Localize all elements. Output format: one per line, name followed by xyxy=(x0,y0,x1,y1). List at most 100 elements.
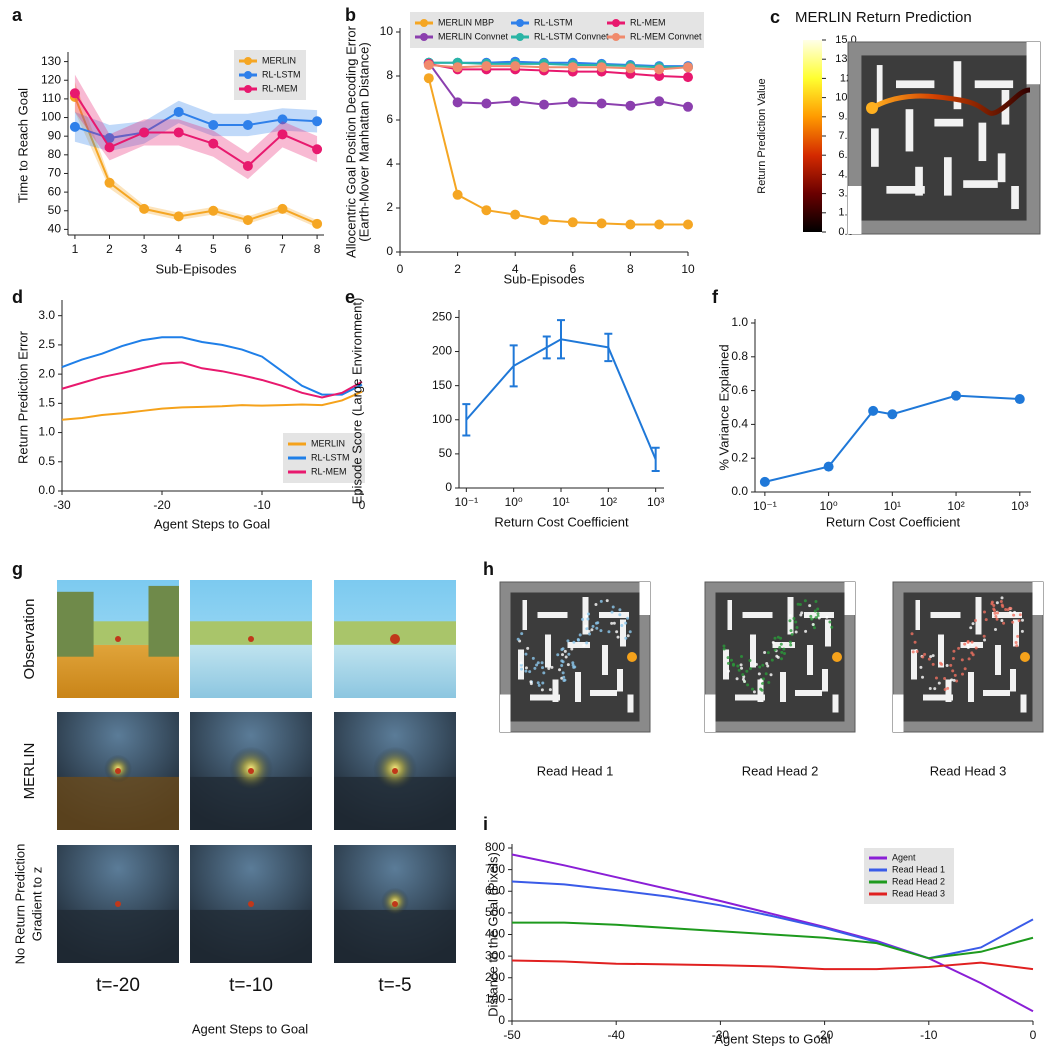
memory-dot xyxy=(923,653,926,656)
memory-dot xyxy=(629,630,632,633)
y-tick-label: 130 xyxy=(41,54,61,68)
x-tick-label: -30 xyxy=(53,498,71,512)
memory-dot xyxy=(971,641,974,644)
maze-wall xyxy=(871,128,879,166)
memory-dot xyxy=(935,677,938,680)
obs-goal xyxy=(248,636,254,642)
chart-title: MERLIN Return Prediction xyxy=(795,9,972,26)
memory-dot xyxy=(556,653,559,656)
point xyxy=(312,116,322,126)
y-tick-label: 2.5 xyxy=(38,337,55,351)
memory-dot xyxy=(520,632,523,635)
memory-dot xyxy=(584,625,587,628)
point xyxy=(243,161,253,171)
maze-wall xyxy=(553,680,559,703)
point xyxy=(105,178,115,188)
memory-dot xyxy=(520,668,523,671)
maze-notch xyxy=(500,695,511,733)
memory-dot xyxy=(566,639,569,642)
memory-dot xyxy=(526,647,529,650)
memory-dot xyxy=(727,670,730,673)
memory-dot xyxy=(607,630,610,633)
maze-wall xyxy=(1010,669,1016,692)
memory-dot xyxy=(586,617,589,620)
point xyxy=(139,204,149,214)
memory-dot xyxy=(1000,619,1003,622)
memory-dot xyxy=(547,667,550,670)
point xyxy=(597,99,607,109)
goal xyxy=(1020,652,1030,662)
y-axis-label: Time to Reach Goal xyxy=(15,88,30,203)
memory-dot xyxy=(572,666,575,669)
x-tick-label: -40 xyxy=(608,1028,626,1042)
maze-wall xyxy=(617,669,623,692)
x-axis-label: Agent Steps to Goal xyxy=(154,516,270,531)
memory-dot xyxy=(780,657,783,660)
y-tick-label: 0.0 xyxy=(38,483,55,497)
mem-goal xyxy=(115,768,121,774)
memory-dot xyxy=(1019,613,1022,616)
memory-dot xyxy=(961,658,964,661)
memory-dot xyxy=(994,615,997,618)
x-axis-label: Return Cost Coefficient xyxy=(494,514,629,529)
memory-dot xyxy=(789,614,792,617)
row-label: No Return Prediction xyxy=(12,844,27,965)
y-tick-label: 50 xyxy=(439,446,453,460)
x-tick-label: 8 xyxy=(314,242,321,256)
memory-dot xyxy=(818,617,821,620)
point xyxy=(625,63,635,73)
x-tick-label: 3 xyxy=(141,242,148,256)
maze-wall xyxy=(979,123,987,161)
point xyxy=(539,215,549,225)
memory-dot xyxy=(1015,644,1018,647)
legend-marker xyxy=(420,19,428,27)
point xyxy=(174,107,184,117)
point xyxy=(174,211,184,221)
memory-dot xyxy=(567,663,570,666)
memory-dot xyxy=(570,648,573,651)
error-bar xyxy=(510,345,518,386)
read-head-label: Read Head 2 xyxy=(742,763,819,778)
memory-dot xyxy=(951,669,954,672)
error-bar xyxy=(462,404,470,435)
legend-label: Read Head 2 xyxy=(892,876,945,886)
memory-dot xyxy=(788,619,791,622)
point xyxy=(539,100,549,110)
point xyxy=(70,122,80,132)
legend-label: MERLIN xyxy=(262,55,296,65)
obs-wall xyxy=(57,592,94,657)
memory-dot xyxy=(582,644,585,647)
memory-dot xyxy=(1013,611,1016,614)
memory-dot xyxy=(953,679,956,682)
y-tick-label: 100 xyxy=(432,412,452,426)
memory-dot xyxy=(914,641,917,644)
memory-dot xyxy=(751,688,754,691)
point xyxy=(654,220,664,230)
point xyxy=(824,462,834,472)
memory-dot xyxy=(967,641,970,644)
x-tick-label: -20 xyxy=(153,498,171,512)
y-tick-label: 100 xyxy=(41,110,61,124)
memory-dot xyxy=(620,624,623,627)
memory-dot xyxy=(563,679,566,682)
memory-dot xyxy=(968,657,971,660)
maze-wall xyxy=(975,80,1013,88)
point xyxy=(683,102,693,112)
memory-dot xyxy=(767,681,770,684)
memory-dot xyxy=(585,615,588,618)
maze-wall xyxy=(523,600,528,630)
legend-label: MERLIN MBP xyxy=(438,17,494,27)
memory-dot xyxy=(954,674,957,677)
read-head-label: Read Head 3 xyxy=(930,763,1007,778)
goal xyxy=(627,652,637,662)
memory-dot xyxy=(790,629,793,632)
memory-dot xyxy=(983,611,986,614)
memory-dot xyxy=(789,641,792,644)
memory-dot xyxy=(795,631,798,634)
x-tick-label: 1 xyxy=(72,242,79,256)
memory-dot xyxy=(791,633,794,636)
mem-goal xyxy=(392,768,398,774)
point xyxy=(568,97,578,107)
maze-wall xyxy=(590,690,617,696)
memory-dot xyxy=(929,687,932,690)
